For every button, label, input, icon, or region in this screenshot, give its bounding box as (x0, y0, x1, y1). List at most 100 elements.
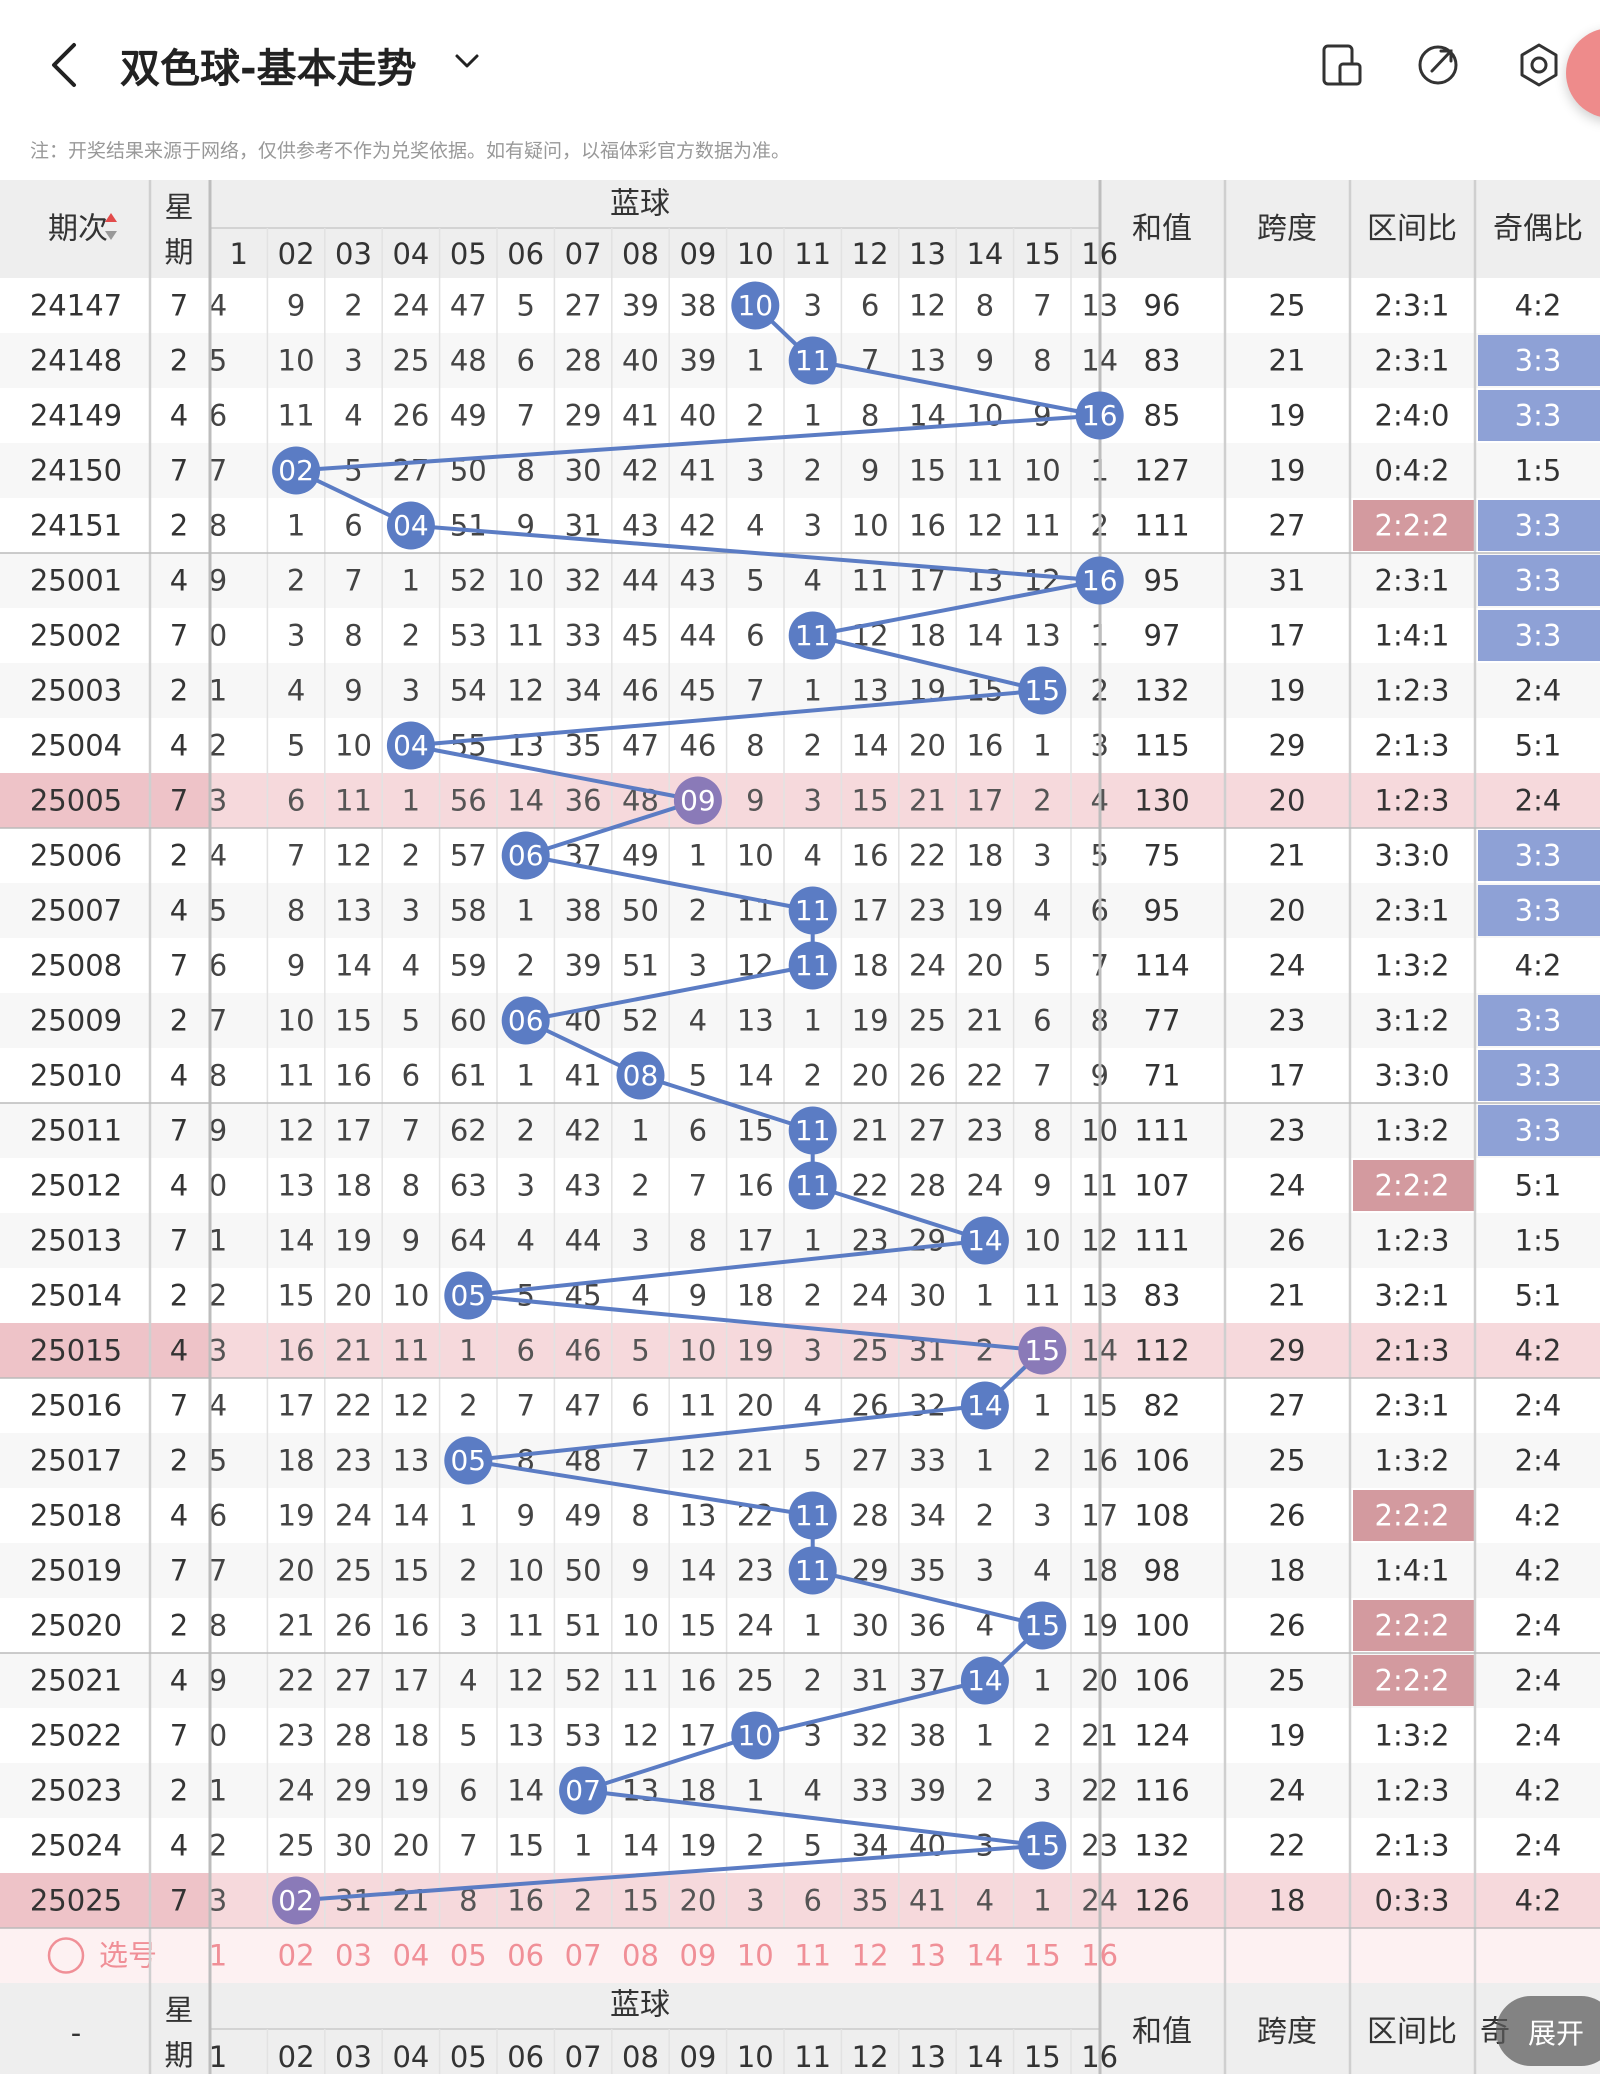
blue-miss-cell: 56 (450, 784, 487, 818)
odd-cell: 3:3 (1515, 344, 1562, 378)
span-cell: 20 (1269, 784, 1306, 818)
sort-up-icon[interactable] (105, 213, 117, 222)
select-number-09[interactable]: 09 (679, 1939, 716, 1973)
blue-miss-cell: 23 (909, 894, 946, 928)
blue-miss-cell: 8 (209, 1609, 227, 1643)
header-week-top: 星 (164, 190, 193, 224)
blue-miss-cell: 2 (976, 1774, 994, 1808)
table-row (0, 1048, 1600, 1103)
select-number-14[interactable]: 14 (966, 1939, 1003, 1973)
issue-cell: 25011 (30, 1114, 122, 1148)
select-number-05[interactable]: 05 (450, 1939, 487, 1973)
blue-miss-cell: 22 (852, 1169, 889, 1203)
blue-miss-cell: 5 (209, 894, 227, 928)
blue-miss-cell: 3 (803, 1334, 821, 1368)
blue-miss-cell: 12 (909, 289, 946, 323)
blue-miss-cell: 15 (737, 1114, 774, 1148)
share-icon[interactable] (1414, 38, 1464, 92)
dropdown-chevron-icon[interactable] (450, 44, 484, 78)
device-icon[interactable] (1318, 38, 1368, 92)
issue-cell: 25020 (30, 1609, 122, 1643)
blue-miss-cell: 14 (507, 784, 544, 818)
blue-miss-cell: 44 (565, 1224, 602, 1258)
span-cell: 19 (1269, 1719, 1306, 1753)
select-number-08[interactable]: 08 (622, 1939, 659, 1973)
blue-miss-cell: 10 (622, 1609, 659, 1643)
blue-miss-cell: 8 (689, 1224, 707, 1258)
issue-cell: 25002 (30, 619, 122, 653)
sum-cell: 127 (1134, 454, 1189, 488)
issue-cell: 25019 (30, 1554, 122, 1588)
expand-button[interactable]: 展开 (1496, 1996, 1600, 2066)
header-blue-number: 15 (1024, 237, 1061, 271)
blue-miss-cell: 5 (1033, 949, 1051, 983)
blue-ball (788, 1161, 837, 1210)
blue-miss-cell: 2 (402, 839, 420, 873)
blue-miss-cell: 3 (1033, 1774, 1051, 1808)
blue-miss-cell: 20 (278, 1554, 315, 1588)
zone-cell: 1:3:2 (1375, 1114, 1450, 1148)
blue-miss-cell: 10 (392, 1279, 429, 1313)
page-title[interactable]: 双色球-基本走势 (120, 46, 417, 92)
blue-miss-cell: 15 (852, 784, 889, 818)
blue-miss-cell: 39 (679, 344, 716, 378)
select-number-06[interactable]: 06 (507, 1939, 544, 1973)
select-number-02[interactable]: 02 (278, 1939, 315, 1973)
blue-miss-cell: 3 (402, 674, 420, 708)
select-number-13[interactable]: 13 (909, 1939, 946, 1973)
zone-cell: 1:4:1 (1375, 619, 1450, 653)
blue-ball-number: 15 (1024, 1334, 1060, 1367)
select-number-11[interactable]: 11 (794, 1939, 831, 1973)
blue-miss-cell: 4 (209, 839, 227, 873)
sum-cell: 112 (1134, 1334, 1189, 1368)
select-number-03[interactable]: 03 (335, 1939, 372, 1973)
blue-miss-cell: 14 (507, 1774, 544, 1808)
blue-miss-cell: 52 (565, 1664, 602, 1698)
odd-cell: 3:3 (1515, 509, 1562, 543)
week-cell: 7 (170, 454, 188, 488)
blue-miss-cell: 11 (507, 619, 544, 653)
blue-miss-cell: 42 (679, 509, 716, 543)
blue-miss-cell: 42 (565, 1114, 602, 1148)
sort-down-icon[interactable] (105, 231, 117, 240)
select-number-12[interactable]: 12 (852, 1939, 889, 1973)
blue-miss-cell: 24 (966, 1169, 1003, 1203)
header-blue-number: 06 (507, 237, 544, 271)
zone-cell: 3:1:2 (1375, 1004, 1450, 1038)
blue-miss-cell: 3 (459, 1609, 477, 1643)
zone-cell: 1:2:3 (1375, 674, 1450, 708)
blue-miss-cell: 4 (287, 674, 305, 708)
select-number-10[interactable]: 10 (737, 1939, 774, 1973)
header-blue-number: 13 (909, 237, 946, 271)
select-number-1[interactable]: 1 (209, 1939, 227, 1973)
blue-miss-cell: 60 (450, 1004, 487, 1038)
blue-miss-cell: 13 (392, 1444, 429, 1478)
blue-miss-cell: 10 (966, 399, 1003, 433)
blue-miss-cell: 46 (622, 674, 659, 708)
sum-cell: 77 (1144, 1004, 1181, 1038)
header-week-bottom: 期 (164, 235, 193, 269)
week-cell: 2 (170, 344, 188, 378)
blue-miss-cell: 8 (861, 399, 879, 433)
blue-miss-cell: 6 (287, 784, 305, 818)
blue-miss-cell: 1 (976, 1719, 994, 1753)
blue-miss-cell: 30 (852, 1609, 889, 1643)
blue-miss-cell: 21 (392, 1884, 429, 1918)
zone-cell: 2:2:2 (1375, 1609, 1450, 1643)
blue-miss-cell: 15 (335, 1004, 372, 1038)
select-number-04[interactable]: 04 (392, 1939, 429, 1973)
issue-cell: 24149 (30, 399, 122, 433)
span-cell: 29 (1269, 1334, 1306, 1368)
table-row (0, 1873, 1600, 1928)
settings-icon[interactable] (1514, 38, 1564, 92)
select-number-15[interactable]: 15 (1024, 1939, 1061, 1973)
zone-cell: 0:4:2 (1375, 454, 1450, 488)
blue-miss-cell: 15 (278, 1279, 315, 1313)
blue-miss-cell: 7 (516, 1389, 534, 1423)
select-radio-icon[interactable] (47, 1937, 85, 1974)
blue-ball (960, 1381, 1009, 1430)
issue-cell: 25014 (30, 1279, 122, 1313)
blue-miss-cell: 3 (689, 949, 707, 983)
select-number-07[interactable]: 07 (565, 1939, 602, 1973)
back-arrow-icon[interactable] (40, 35, 90, 95)
